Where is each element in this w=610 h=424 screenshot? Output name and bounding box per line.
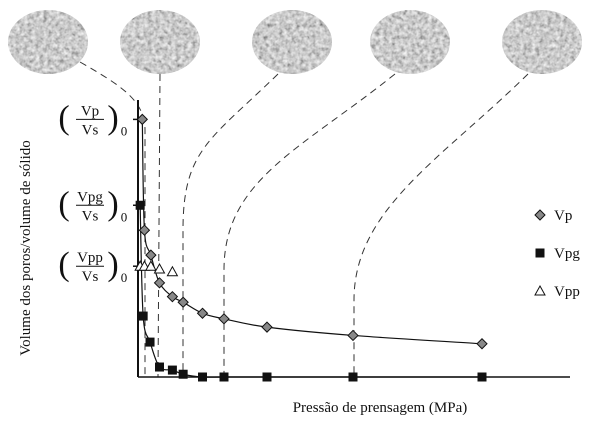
connector (158, 74, 160, 377)
chart: Pressão de prensagem (MPa) Volume dos po… (0, 0, 610, 424)
y-tick-denominator: Vs (82, 122, 99, 138)
marker (136, 201, 144, 209)
legend-label: Vpp (554, 284, 580, 300)
y-tick-denominator: Vs (82, 208, 99, 224)
fit-curve (142, 119, 482, 343)
y-tick-label: ( Vpp Vs)0 (58, 246, 127, 285)
paren: ) (107, 246, 118, 283)
y-tick-label: ( Vp Vs)0 (58, 99, 127, 138)
marker (262, 322, 272, 332)
marker (198, 308, 208, 318)
marker (155, 264, 165, 273)
marker (219, 314, 229, 324)
y-tick-label: ( Vpg Vs)0 (58, 185, 127, 224)
marker (478, 373, 486, 381)
micrographs (8, 10, 582, 74)
legend-item: Vp (535, 208, 572, 224)
y-tick-subscript: 0 (121, 270, 128, 285)
connector (354, 74, 528, 377)
marker (349, 373, 357, 381)
marker (263, 373, 271, 381)
marker (536, 249, 544, 257)
marker (167, 267, 177, 276)
micrograph (8, 10, 88, 74)
paren: ( (58, 99, 69, 136)
y-tick-numerator: Vpp (77, 250, 103, 266)
marker (168, 366, 176, 374)
marker (146, 250, 156, 260)
paren: ( (58, 246, 69, 283)
connectors (80, 62, 528, 377)
paren: ) (107, 99, 118, 136)
y-axis-label: Volume dos poros/volume de sólido (18, 140, 34, 356)
legend-item: Vpp (535, 284, 580, 300)
marker (220, 373, 228, 381)
y-tick-subscript: 0 (121, 209, 128, 224)
marker (535, 210, 545, 220)
micrograph (502, 10, 582, 74)
micrograph (120, 10, 200, 74)
legend-label: Vpg (554, 246, 580, 262)
marker (155, 278, 165, 288)
marker (178, 297, 188, 307)
y-tick-numerator: Vpg (77, 189, 103, 205)
y-tick-numerator: Vp (81, 103, 99, 119)
marker (156, 363, 164, 371)
paren: ( (58, 185, 69, 222)
marker (477, 339, 487, 349)
x-axis-label: Pressão de prensagem (MPa) (293, 400, 468, 416)
connector (183, 74, 278, 377)
marker (179, 370, 187, 378)
marker (348, 330, 358, 340)
marker (535, 286, 545, 295)
legend-item: Vpg (536, 246, 580, 262)
micrograph (252, 10, 332, 74)
marker (199, 373, 207, 381)
paren: ) (107, 185, 118, 222)
marker (146, 338, 154, 346)
micrograph (370, 10, 450, 74)
marker (139, 312, 147, 320)
legend-label: Vp (554, 208, 572, 224)
fit-curve (140, 205, 482, 377)
y-tick-denominator: Vs (82, 269, 99, 285)
y-tick-subscript: 0 (121, 123, 128, 138)
